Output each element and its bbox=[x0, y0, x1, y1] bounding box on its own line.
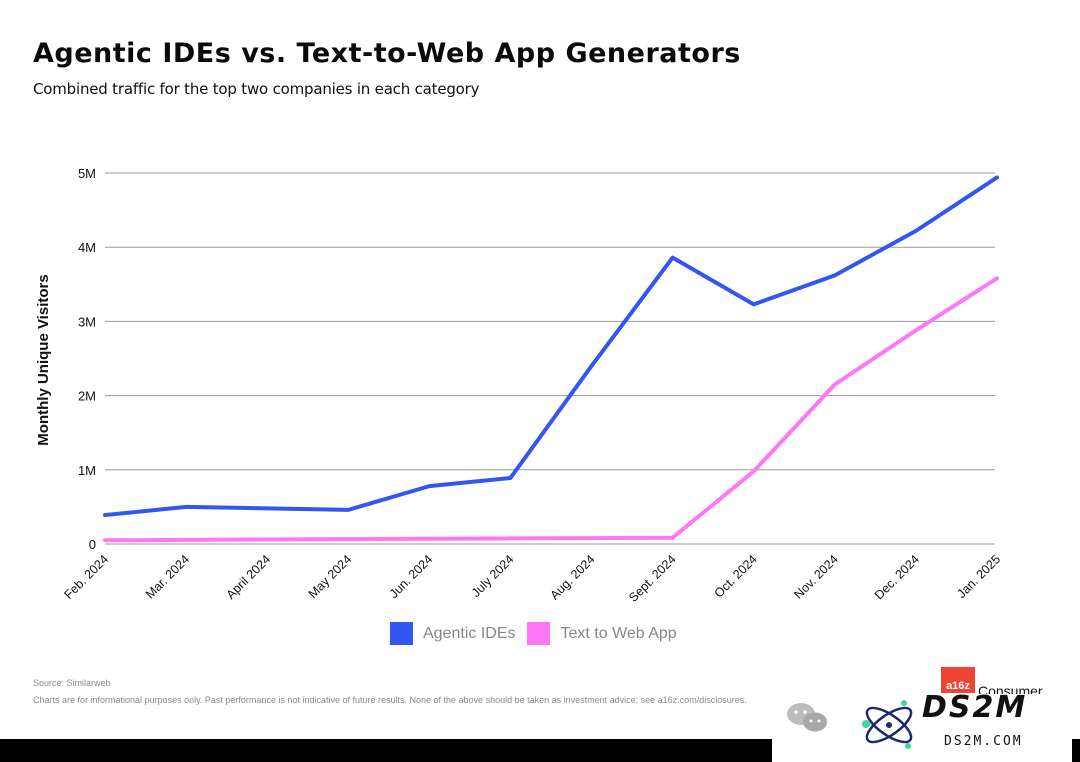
chart-subtitle: Combined traffic for the top two compani… bbox=[33, 80, 480, 98]
ds2m-url: DS2M.COM bbox=[940, 734, 1027, 749]
y-tick-label: 0 bbox=[89, 537, 96, 552]
x-tick-label: July 2024 bbox=[469, 552, 517, 600]
line-chart: 0 1M 2M 3M 4M 5M Feb. 2024 Mar. 2024 April 2024… bbox=[35, 166, 1003, 605]
y-tick-label: 3M bbox=[78, 314, 96, 329]
x-tick-label: Nov. 2024 bbox=[791, 552, 841, 602]
y-tick-label: 4M bbox=[78, 240, 96, 255]
x-tick-labels: Feb. 2024 Mar. 2024 April 2024 May 2024 Jun.… bbox=[61, 552, 1003, 605]
ds2m-watermark: DS2M bbox=[922, 690, 1028, 725]
legend-swatch-agentic-ides bbox=[390, 622, 413, 645]
source-note: Source: Similarweb bbox=[33, 678, 111, 688]
legend-item-text-to-web-app: Text to Web App bbox=[527, 622, 677, 645]
x-tick-label: Sept. 2024 bbox=[626, 552, 679, 605]
grid-lines bbox=[105, 172, 995, 545]
y-tick-label: 1M bbox=[78, 463, 96, 478]
x-tick-label: May 2024 bbox=[306, 552, 355, 601]
brand-consumer-text: Consumer bbox=[978, 683, 1043, 694]
series-line-agentic-ides bbox=[103, 175, 999, 518]
x-tick-label: Aug. 2024 bbox=[547, 552, 597, 602]
series-lines bbox=[103, 175, 999, 543]
x-tick-label: Dec. 2024 bbox=[872, 552, 922, 602]
y-tick-labels: 0 1M 2M 3M 4M 5M bbox=[78, 166, 96, 552]
y-tick-label: 2M bbox=[78, 389, 96, 404]
series-line-text-to-web-app bbox=[103, 276, 999, 543]
legend-label-agentic-ides: Agentic IDEs bbox=[423, 624, 516, 642]
chart-legend: Agentic IDEs Text to Web App bbox=[390, 622, 689, 645]
x-tick-label: April 2024 bbox=[224, 552, 274, 602]
atom-logo-icon bbox=[862, 700, 913, 749]
y-tick-label: 5M bbox=[78, 166, 96, 181]
x-tick-label: Feb. 2024 bbox=[61, 552, 111, 602]
wechat-icon bbox=[787, 703, 827, 732]
a16z-logo: a16z bbox=[941, 667, 975, 693]
x-tick-label: Mar. 2024 bbox=[143, 552, 192, 601]
x-tick-label: Jun. 2024 bbox=[387, 552, 436, 601]
legend-item-agentic-ides: Agentic IDEs bbox=[390, 622, 515, 645]
y-axis-label: Monthly Unique Visitors bbox=[35, 274, 52, 445]
x-tick-label: Oct. 2024 bbox=[712, 552, 760, 600]
disclaimer-note: Charts are for informational purposes on… bbox=[33, 695, 747, 705]
x-tick-label: Jan. 2025 bbox=[954, 552, 1003, 601]
legend-label-text-to-web-app: Text to Web App bbox=[560, 624, 677, 642]
legend-swatch-text-to-web-app bbox=[527, 622, 551, 645]
chart-title: Agentic IDEs vs. Text-to-Web App Generat… bbox=[33, 38, 741, 69]
